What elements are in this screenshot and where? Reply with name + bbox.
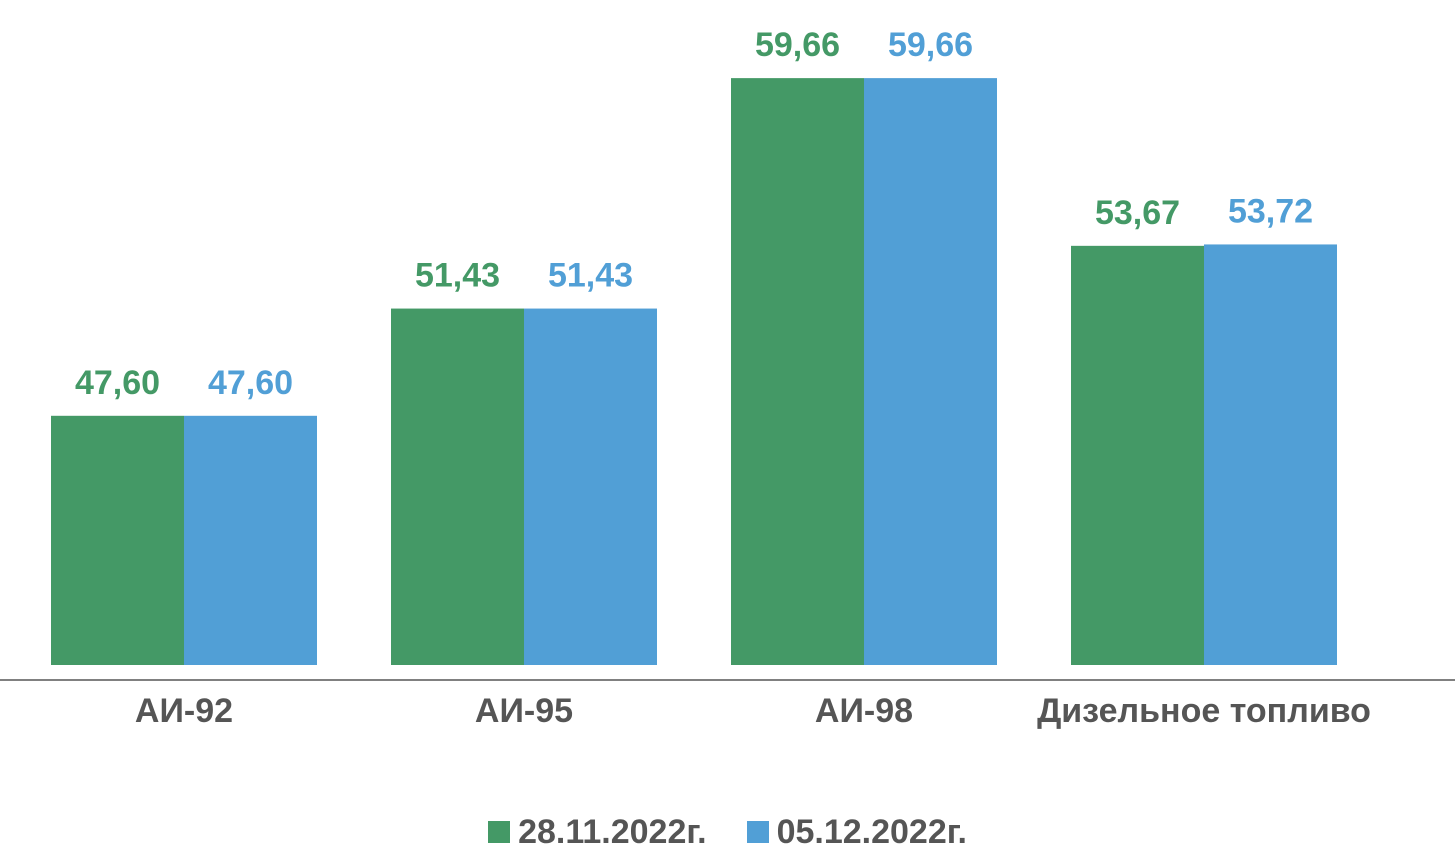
category-labels-layer: АИ-92 АИ-95 АИ-98 Дизельное топливо	[135, 692, 1371, 730]
data-label-2-2: 51,43	[548, 257, 633, 295]
data-label-1-1: 47,60	[75, 364, 160, 402]
data-label-1-4: 53,67	[1095, 194, 1180, 232]
bar-1-1	[51, 415, 184, 665]
data-label-1-3: 59,66	[755, 26, 840, 64]
bar-1-2	[391, 308, 524, 665]
legend-label-series-1: 28.11.2022г.	[518, 813, 707, 851]
data-label-1-2: 51,43	[415, 257, 500, 295]
bars-layer	[51, 78, 1337, 666]
bar-2-4	[1204, 244, 1337, 665]
legend-item-series-1: 28.11.2022г.	[488, 812, 707, 852]
category-label-3: АИ-98	[815, 692, 913, 730]
category-label-1: АИ-92	[135, 692, 233, 730]
category-label-2: АИ-95	[475, 692, 573, 730]
legend-label-series-2: 05.12.2022г.	[776, 813, 967, 851]
data-label-2-3: 59,66	[888, 26, 973, 64]
data-label-2-1: 47,60	[208, 364, 293, 402]
bar-2-3	[864, 78, 997, 666]
bar-2-2	[524, 308, 657, 665]
category-label-4: Дизельное топливо	[1037, 692, 1371, 730]
bar-1-3	[731, 78, 864, 666]
bar-1-4	[1071, 245, 1204, 665]
legend-item-series-2: 05.12.2022г.	[746, 812, 967, 852]
legend-swatch-series-1	[488, 821, 511, 843]
bar-2-1	[184, 415, 317, 665]
data-labels-layer: 47,60 47,60 51,43 51,43 59,66 59,66 53,67 53,72	[75, 26, 1313, 402]
legend-swatch-series-2	[746, 821, 769, 843]
data-label-2-4: 53,72	[1228, 192, 1313, 230]
legend: 28.11.2022г. 05.12.2022г.	[0, 812, 1455, 852]
